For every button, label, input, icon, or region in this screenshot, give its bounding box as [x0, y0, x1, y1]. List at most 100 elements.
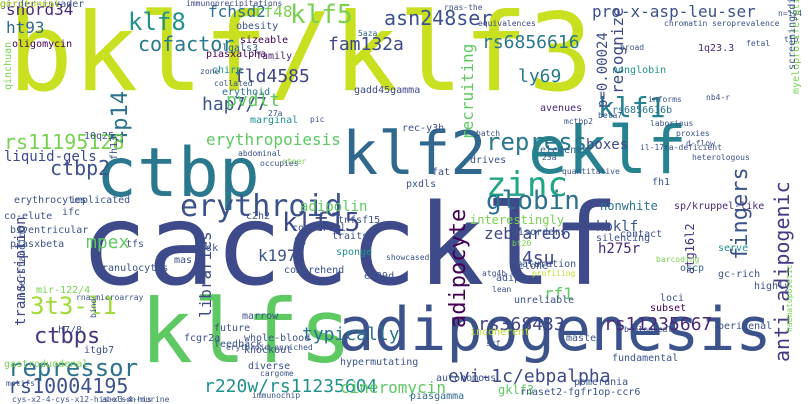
word-79: sizeable — [240, 35, 289, 46]
word-129: granulocytes — [96, 263, 169, 274]
word-124: fcgr2a — [184, 333, 221, 344]
word-137: comprehend — [284, 265, 345, 276]
word-165: mctbp2 — [564, 117, 593, 126]
word-131: sp1sk — [188, 243, 219, 254]
word-59: adipolin — [300, 199, 368, 215]
word-70: rs6856616b — [612, 105, 673, 116]
word-166: beta7 — [598, 111, 623, 120]
word-40: snord34 — [6, 0, 74, 19]
word-144: erythrocytes — [14, 195, 87, 206]
word-125: h7/8 — [58, 325, 83, 336]
word-68: chirp — [212, 65, 243, 76]
word-130: tfs — [126, 239, 145, 250]
word-97: serve — [718, 243, 749, 254]
word-96: sp/kruppel-like — [674, 201, 765, 212]
word-183: gastroduodenal — [4, 359, 89, 370]
word-43: rf48 — [254, 2, 293, 21]
word-158: d-flow — [686, 139, 715, 148]
word-15: klf8 — [128, 8, 186, 36]
word-138: mas — [174, 255, 193, 266]
word-56: k197 — [258, 246, 297, 265]
word-99: gc-rich — [718, 269, 761, 280]
word-159: heterologous — [692, 153, 750, 162]
word-132: h8 — [294, 237, 307, 248]
word-67: family — [256, 51, 293, 62]
word-64: immunoprecipitations — [186, 0, 283, 8]
word-122: feedback — [214, 339, 263, 350]
word-157: barcoding — [656, 255, 700, 264]
word-172: 27a — [268, 109, 283, 118]
word-63: nonwhite — [600, 199, 658, 213]
word-39: pvdlt — [226, 90, 281, 111]
word-28: rs6856616 — [482, 32, 580, 53]
word-24: evi-1c/ebpalpha — [448, 366, 611, 387]
word-170: fetal — [746, 39, 771, 48]
word-29: cofactor — [138, 32, 235, 56]
word-58: typically — [302, 324, 400, 345]
word-20: ctbps — [34, 324, 101, 349]
word-72: 1q23.3 — [698, 43, 735, 54]
word-173: pic — [310, 115, 325, 124]
word-51: zeb/areb6 — [484, 224, 571, 243]
word-85: rec-y3h — [402, 123, 445, 134]
word-164: quantitative — [562, 167, 620, 176]
word-115: abelson-murine — [102, 395, 170, 404]
word-110: piasgamma — [410, 391, 465, 402]
word-50: hbklf — [596, 219, 639, 235]
word-10: globin — [486, 186, 580, 216]
word-128: mir-122/4 — [36, 285, 91, 296]
word-4: ctbp — [96, 134, 260, 213]
word-152: profiling — [532, 269, 576, 278]
word-44: ctbp2 — [50, 156, 111, 180]
word-93: interestingly — [470, 213, 564, 227]
word-26: rs11235667 — [604, 314, 713, 335]
word-171: broad — [620, 43, 645, 52]
word-19: 3t3-l1 — [30, 292, 117, 320]
word-3: klfs — [140, 280, 352, 383]
word-94: silencing — [596, 233, 651, 244]
word-175: collated — [214, 79, 253, 88]
word-89: fat — [432, 167, 451, 178]
word-189: girder-invader — [0, 0, 85, 10]
word-121: future — [214, 323, 251, 334]
word-91: fh1 — [652, 177, 671, 188]
word-162: il-17ra-deficient — [640, 143, 722, 152]
word-161: laborious — [650, 119, 694, 128]
word-133: traits — [332, 231, 369, 242]
word-100: highly — [754, 281, 791, 292]
word-8: erythroid — [180, 189, 343, 224]
word-33: fam132a — [328, 34, 404, 55]
word-73: chromatin — [664, 19, 708, 28]
word-179: qinchuan — [3, 41, 14, 90]
word-35: ly69 — [518, 66, 562, 87]
word-140: conferral — [292, 223, 347, 234]
word-32: fld4585 — [234, 66, 310, 87]
word-53: h275r — [598, 241, 641, 257]
word-83: avenues — [540, 103, 583, 114]
word-41: ht93 — [6, 18, 45, 37]
word-9: zinc — [486, 165, 568, 205]
word-177: steer — [282, 157, 307, 166]
word-54: rf1 — [544, 284, 573, 303]
word-150: bt20 — [512, 239, 532, 248]
word-62: cineromycin — [340, 378, 446, 397]
word-127: understanding — [17, 225, 28, 304]
word-106: maturation — [516, 259, 577, 270]
word-111: autonomous — [436, 373, 497, 384]
word-48: boxes — [586, 137, 629, 153]
word-42: fchsd2 — [208, 2, 266, 21]
word-16: adipocyte — [446, 208, 471, 328]
word-14: klf5 — [290, 0, 353, 30]
word-188: erythroid-enriched — [226, 343, 313, 352]
word-102: subset — [650, 303, 687, 314]
word-169: tlp — [784, 35, 799, 44]
word-7: adipogenesis — [338, 295, 772, 365]
word-123: itgb7 — [84, 345, 115, 356]
word-160: proxies — [676, 129, 710, 138]
word-185: haematopoietic — [785, 264, 794, 332]
word-13: klf1 — [598, 91, 666, 124]
word-178: occupies — [260, 159, 299, 168]
word-61: gklf3 — [498, 383, 535, 397]
word-84: marginal — [250, 115, 299, 126]
